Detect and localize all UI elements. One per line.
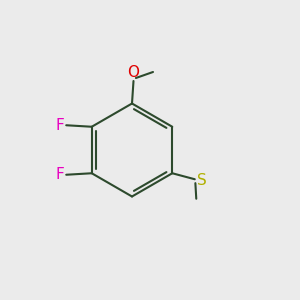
Text: O: O <box>128 65 140 80</box>
Text: F: F <box>55 118 64 133</box>
Text: F: F <box>55 167 64 182</box>
Text: S: S <box>196 173 206 188</box>
